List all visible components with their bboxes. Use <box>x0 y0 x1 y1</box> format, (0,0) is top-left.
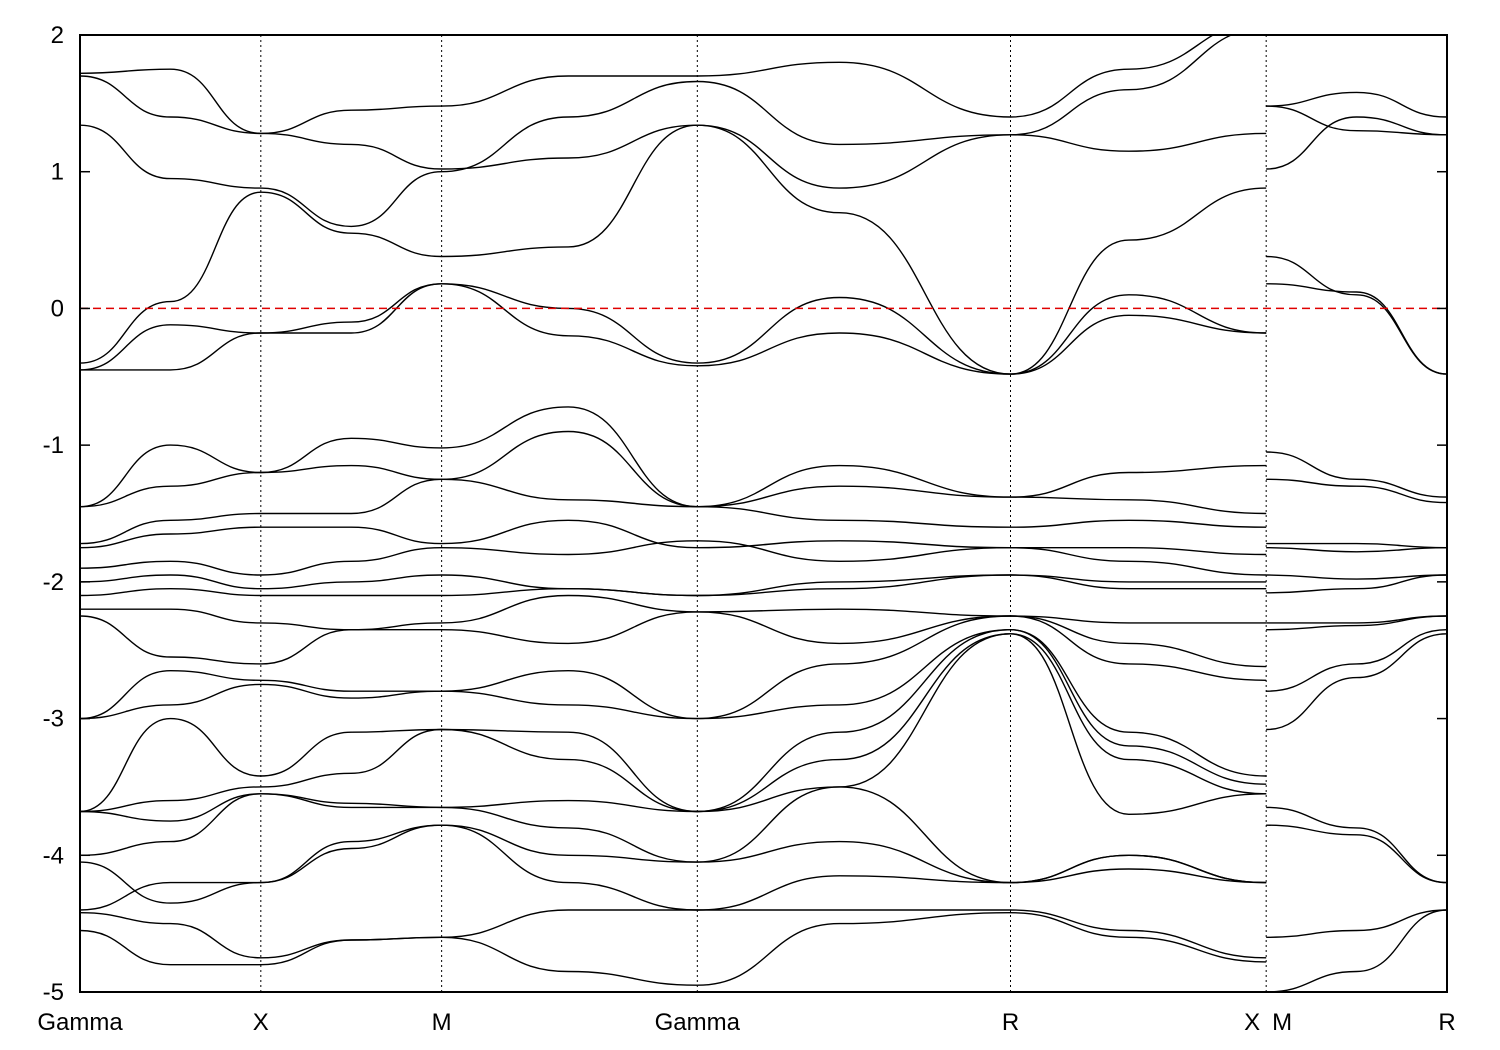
y-axis: 2 1 0 -1 -2 -3 -4 -5 <box>43 22 1447 1006</box>
band-43 <box>1266 909 1447 992</box>
y-tick-label-6: -4 <box>43 842 64 869</box>
band-29 <box>1266 105 1447 136</box>
band-34 <box>1266 574 1447 580</box>
band-37 <box>1266 615 1447 631</box>
y-tick-label-5: -3 <box>43 706 64 733</box>
band-32 <box>1266 542 1447 549</box>
band-20 <box>80 786 1267 884</box>
y-tick-label-0: 2 <box>51 22 64 49</box>
band-27 <box>1266 116 1447 170</box>
band-18 <box>80 633 1267 813</box>
x-axis: Gamma X M Gamma R X M R <box>37 1009 1455 1036</box>
band-8 <box>80 478 1267 545</box>
x-tick-label-2: M <box>432 1009 452 1036</box>
band-lines <box>80 35 1447 992</box>
band-22 <box>80 824 1267 911</box>
band-19 <box>80 633 1267 822</box>
band-16 <box>80 628 1267 777</box>
band-40 <box>1266 806 1447 884</box>
k-point-lines <box>260 35 1267 992</box>
band-23 <box>80 909 1267 959</box>
x-tick-label-3: Gamma <box>655 1009 741 1036</box>
band-17 <box>80 628 1267 813</box>
plot-frame <box>79 34 1448 993</box>
x-tick-label-7: R <box>1438 1009 1455 1036</box>
band-1 <box>80 283 1267 375</box>
y-tick-label-3: -1 <box>43 432 64 459</box>
band-33 <box>1266 547 1447 553</box>
band-0 <box>80 124 1267 375</box>
band-24 <box>80 911 1267 986</box>
x-tick-label-6: M <box>1272 1009 1292 1036</box>
x-tick-label-1: X <box>253 1009 269 1036</box>
band-25 <box>1266 255 1447 375</box>
band-7 <box>80 430 1267 515</box>
y-tick-label-7: -5 <box>43 979 64 1006</box>
x-tick-label-0: Gamma <box>37 1009 123 1036</box>
band-15 <box>80 615 1267 720</box>
band-30 <box>1266 451 1447 498</box>
band-5 <box>80 35 1215 135</box>
band-42 <box>1266 909 1447 938</box>
x-tick-label-4: R <box>1002 1009 1019 1036</box>
band-38 <box>1266 629 1447 692</box>
band-2 <box>80 283 1267 375</box>
x-tick-label-5: X <box>1244 1009 1260 1036</box>
band-35 <box>1266 574 1447 594</box>
band-41 <box>1266 824 1447 884</box>
band-4 <box>80 35 1234 189</box>
band-12 <box>80 574 1267 597</box>
y-tick-label-1: 1 <box>51 159 64 186</box>
band-39 <box>1266 633 1447 731</box>
band-31 <box>1266 478 1447 504</box>
band-13 <box>80 594 1267 631</box>
band-26 <box>1266 283 1447 375</box>
band-3 <box>80 80 1267 228</box>
band-21 <box>80 824 1267 904</box>
band-10 <box>80 540 1267 576</box>
band-36 <box>1266 615 1447 624</box>
y-tick-label-2: 0 <box>51 295 64 322</box>
y-tick-label-4: -2 <box>43 569 64 596</box>
band-9 <box>80 519 1267 556</box>
band-28 <box>1266 91 1447 118</box>
band-14 <box>80 611 1267 668</box>
band-6 <box>80 406 1267 508</box>
